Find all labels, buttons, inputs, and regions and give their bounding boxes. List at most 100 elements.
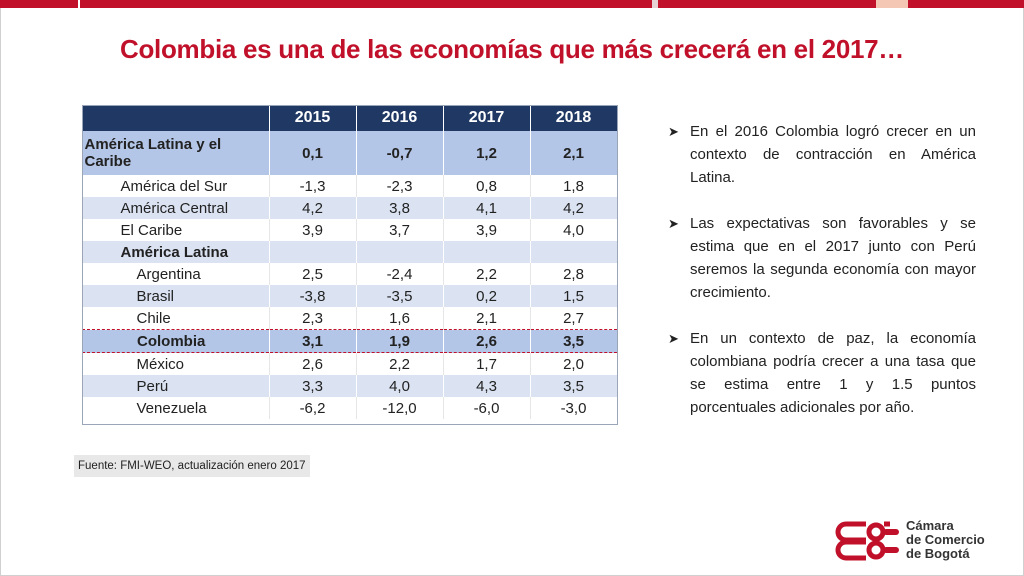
table-row: América del Sur -1,3 -2,3 0,8 1,8 (82, 175, 618, 197)
row-label: América Latina y el Caribe (82, 131, 270, 175)
row-label: América del Sur (82, 175, 270, 197)
table-row: México 2,6 2,2 1,7 2,0 (82, 352, 618, 375)
table-cell: -0,7 (356, 131, 444, 175)
table-cell: 3,8 (356, 197, 444, 219)
row-label: América Latina (82, 241, 270, 263)
row-label: Perú (82, 375, 270, 397)
top-bar-gap (78, 0, 80, 8)
table-cell: -1,3 (269, 175, 357, 197)
table-header-cell: 2018 (530, 105, 618, 131)
table-row: Venezuela -6,2 -12,0 -6,0 -3,0 (82, 397, 618, 419)
table-cell: -12,0 (356, 397, 444, 419)
table-cell: 4,3 (443, 375, 531, 397)
table-row: Perú 3,3 4,0 4,3 3,5 (82, 375, 618, 397)
bullet-text: En el 2016 Colombia logró crecer en un c… (690, 123, 976, 186)
table-cell: 2,6 (269, 352, 357, 375)
table-cell: 3,9 (269, 219, 357, 241)
table-cell: 3,9 (443, 219, 531, 241)
table-cell: 1,6 (356, 307, 444, 330)
top-bar-segment (908, 0, 1024, 8)
table-cell: 1,9 (356, 329, 444, 353)
table-row: América Latina (82, 241, 618, 263)
top-bar-segment (80, 0, 652, 8)
row-label: Venezuela (82, 397, 270, 419)
table-row: Brasil -3,8 -3,5 0,2 1,5 (82, 285, 618, 307)
bullet-text: En un contexto de paz, la economía colom… (690, 330, 976, 416)
table-cell: 2,6 (443, 329, 531, 353)
table-cell: -6,0 (443, 397, 531, 419)
table-cell: 3,3 (269, 375, 357, 397)
table-cell: -2,4 (356, 263, 444, 285)
table-cell: 2,0 (530, 352, 618, 375)
logo-line: Cámara (906, 518, 954, 533)
table-row: Argentina 2,5 -2,4 2,2 2,8 (82, 263, 618, 285)
table-header-cell: 2017 (443, 105, 531, 131)
table-cell: -2,3 (356, 175, 444, 197)
table-row: América Central 4,2 3,8 4,1 4,2 (82, 197, 618, 219)
table-cell: 2,2 (356, 352, 444, 375)
logo-line: de Bogotá (906, 546, 970, 561)
table-row: El Caribe 3,9 3,7 3,9 4,0 (82, 219, 618, 241)
table-header-cell: 2016 (356, 105, 444, 131)
table-cell: 3,1 (269, 329, 357, 353)
table-row-highlighted: Colombia 3,1 1,9 2,6 3,5 (82, 329, 618, 353)
table-cell: 3,5 (530, 329, 618, 353)
table-cell: -3,0 (530, 397, 618, 419)
top-bar-segment (658, 0, 876, 8)
slide-title: Colombia es una de las economías que más… (119, 34, 905, 64)
table-cell (530, 241, 618, 263)
table-cell: 0,8 (443, 175, 531, 197)
logo-line: de Comercio (906, 532, 985, 547)
table-cell (443, 241, 531, 263)
bullet-item: ➤ En un contexto de paz, la economía col… (668, 327, 976, 419)
table-header-cell: 2015 (269, 105, 357, 131)
table-cell: 3,5 (530, 375, 618, 397)
arrow-bullet-icon: ➤ (668, 216, 679, 231)
arrow-bullet-icon: ➤ (668, 124, 679, 139)
table-cell: 2,2 (443, 263, 531, 285)
table-cell: 4,1 (443, 197, 531, 219)
table-cell: -3,8 (269, 285, 357, 307)
top-bar-segment (0, 0, 78, 8)
table-cell: 1,8 (530, 175, 618, 197)
table-cell: 2,8 (530, 263, 618, 285)
bullet-item: ➤ Las expectativas son favorables y se e… (668, 212, 976, 304)
table-header-cell (82, 105, 270, 131)
table-cell: 2,5 (269, 263, 357, 285)
table-cell: 1,5 (530, 285, 618, 307)
table-cell: 2,7 (530, 307, 618, 330)
top-bar-segment (876, 0, 908, 8)
table-cell: 2,1 (443, 307, 531, 330)
row-label: México (82, 352, 270, 375)
table-cell: -3,5 (356, 285, 444, 307)
source-note: Fuente: FMI-WEO, actualización enero 201… (74, 455, 310, 477)
bullet-item: ➤ En el 2016 Colombia logró crecer en un… (668, 120, 976, 189)
ccb-logo-icon (835, 521, 899, 561)
row-label: Argentina (82, 263, 270, 285)
table-row: Chile 2,3 1,6 2,1 2,7 (82, 307, 618, 330)
table-cell: 0,2 (443, 285, 531, 307)
arrow-bullet-icon: ➤ (668, 331, 679, 346)
table-cell: 2,1 (530, 131, 618, 175)
table-cell: 4,0 (356, 375, 444, 397)
row-label: Brasil (82, 285, 270, 307)
row-label: América Central (82, 197, 270, 219)
table-cell: 4,0 (530, 219, 618, 241)
table-cell: 2,3 (269, 307, 357, 330)
top-color-bar (0, 0, 1024, 8)
row-label: Colombia (82, 329, 270, 353)
logo-text: Cámara de Comercio de Bogotá (906, 519, 985, 561)
growth-table: 2015 2016 2017 2018 América Latina y el … (82, 105, 618, 419)
table-cell: 4,2 (269, 197, 357, 219)
table-cell: -6,2 (269, 397, 357, 419)
table-header-row: 2015 2016 2017 2018 (82, 105, 618, 131)
table-cell: 0,1 (269, 131, 357, 175)
bullet-list: ➤ En el 2016 Colombia logró crecer en un… (668, 120, 976, 442)
table-cell (356, 241, 444, 263)
bullet-text: Las expectativas son favorables y se est… (690, 215, 976, 301)
row-label: Chile (82, 307, 270, 330)
table-cell: 3,7 (356, 219, 444, 241)
table-cell: 1,2 (443, 131, 531, 175)
table-cell: 4,2 (530, 197, 618, 219)
row-label: El Caribe (82, 219, 270, 241)
